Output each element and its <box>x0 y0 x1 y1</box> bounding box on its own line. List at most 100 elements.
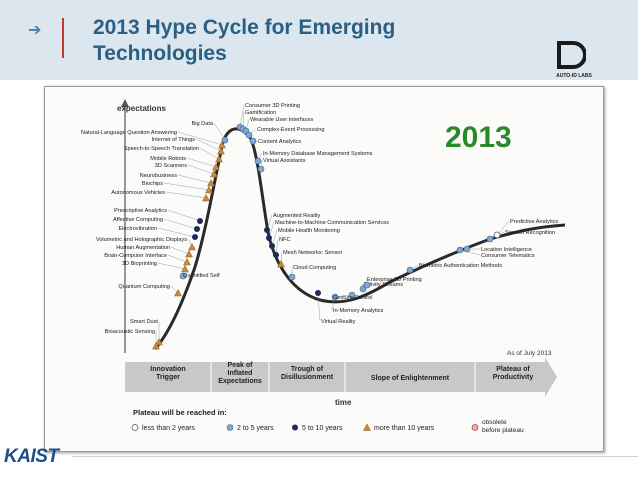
tech-label-gesture-control: Gesture Control <box>333 295 372 301</box>
tech-marker-light-icon <box>257 165 265 173</box>
tech-marker-triangle-icon <box>183 257 191 266</box>
leader-line <box>170 246 190 255</box>
tech-label-activity-streams: Activity Streams <box>363 282 403 288</box>
leader-line <box>186 157 217 168</box>
tech-label-quantified-self: Quantified Self <box>183 273 220 279</box>
time-arrow-icon <box>545 357 557 397</box>
y-axis-label: expectations <box>117 104 166 113</box>
phase-label-peak: Inflated <box>228 370 253 377</box>
slide-header: ➔ 2013 Hype Cycle for Emerging Technolog… <box>0 0 638 80</box>
tech-label-nfc: NFC <box>279 237 291 243</box>
legend-marker-light-icon <box>226 424 234 431</box>
tech-label-augmented-reality: Augmented Reality <box>273 213 320 219</box>
tech-label-location-intelligence: Location Intelligence <box>481 247 532 253</box>
phase-label-plateau: Plateau of <box>496 366 530 373</box>
leader-line <box>163 182 210 191</box>
tech-marker-dark-icon <box>269 243 275 249</box>
tech-marker-triangle-icon <box>205 185 213 194</box>
legend-label: obsolete <box>482 419 507 426</box>
legend-marker-dark-icon <box>292 424 298 431</box>
tech-marker-dark-icon <box>264 227 270 233</box>
tech-marker-dark-icon <box>192 234 198 240</box>
tech-label-smart-dust: Smart Dust <box>130 319 158 325</box>
tech-label-big-data: Big Data <box>192 121 214 127</box>
phase-label-plateau: Productivity <box>493 374 534 381</box>
technology-points: Consumer 3D PrintingGamificationWearable… <box>81 103 558 350</box>
phase-label-slope: Slope of Enlightenment <box>371 375 450 382</box>
tech-label-affective-computing: Affective Computing <box>113 217 163 223</box>
leader-line <box>187 164 215 175</box>
phase-band <box>125 362 545 392</box>
tech-marker-light-icon <box>456 246 464 254</box>
logo-text: AUTO-ID LABS <box>556 73 592 79</box>
tech-label-wearable-user-interfaces: Wearable User Interfaces <box>250 117 314 123</box>
leader-line <box>177 131 223 146</box>
phase-label-trough: Trough of <box>291 366 324 373</box>
kaist-logo: KAIST <box>4 446 59 467</box>
tech-marker-triangle-icon <box>215 154 223 163</box>
tech-marker-light-icon <box>348 291 356 299</box>
tech-marker-light-icon <box>179 272 187 280</box>
leader-line <box>195 138 222 152</box>
legend-label: more than 10 years <box>374 425 435 432</box>
tech-label-prescriptive-analytics: Prescriptive Analytics <box>114 208 167 214</box>
leader-line <box>331 294 353 298</box>
tech-marker-light-icon <box>221 136 229 144</box>
legend-marker-obsolete-icon <box>471 424 479 431</box>
tech-marker-triangle-icon <box>202 193 210 202</box>
leader-line <box>239 104 245 128</box>
tech-label-in-memory-analytics: In-Memory Analytics <box>333 308 384 314</box>
tech-label-mobile-health-monitoring: Mobile Health Monitoring <box>278 228 340 234</box>
phase-label-peak: Expectations <box>218 378 262 385</box>
tech-marker-light-icon <box>249 137 257 145</box>
phase-label-innovation: Trigger <box>156 374 180 381</box>
x-axis-label: time <box>335 398 352 407</box>
leader-line <box>163 218 198 230</box>
leader-line <box>157 262 186 270</box>
tech-marker-triangle-icon <box>212 162 220 171</box>
legend-label: before plateau <box>482 427 524 434</box>
leader-line <box>157 227 196 238</box>
leader-line <box>199 147 220 160</box>
leader-line <box>459 249 481 256</box>
arrow-right-icon: ➔ <box>28 22 42 39</box>
tech-label-gamification: Gamification <box>245 110 276 116</box>
tech-marker-open-icon <box>493 231 501 239</box>
tech-marker-triangle-icon <box>185 249 193 258</box>
tech-label-in-memory-database-management-systems: In-Memory Database Management Systems <box>263 151 373 157</box>
hype-cycle-figure: 2013 expectations Innovation Trigger Peak … <box>44 86 604 452</box>
tech-label-biometric-authentication-methods: Biometric Authentication Methods <box>419 263 502 269</box>
tech-label-speech-recognition: Speech Recognition <box>505 230 555 236</box>
footer-rule <box>72 456 638 457</box>
tech-label-complex-event-processing: Complex-Event Processing <box>257 127 324 133</box>
tech-label-3d-scanners: 3D Scanners <box>155 163 188 169</box>
tech-marker-dark-icon <box>266 235 272 241</box>
tech-label-biochips: Biochips <box>142 181 163 187</box>
tech-marker-light-icon <box>359 285 367 293</box>
tech-marker-triangle-icon <box>217 146 225 155</box>
year-label: 2013 <box>445 121 512 154</box>
legend-label: 2 to 5 years <box>237 425 274 432</box>
tech-label-3d-bioprinting: 3D Bioprinting <box>122 261 157 267</box>
tech-marker-triangle-icon <box>152 341 160 350</box>
tech-label-autonomous-vehicles: Autonomous Vehicles <box>111 190 165 196</box>
tech-label-consumer-3d-printing: Consumer 3D Printing <box>245 103 300 109</box>
header-divider <box>62 18 64 58</box>
tech-label-quantum-computing: Quantum Computing <box>118 284 170 290</box>
tech-marker-light-icon <box>486 235 494 243</box>
tech-label-brain-computer-interface: Brain-Computer Interface <box>104 253 167 259</box>
tech-marker-dark-icon <box>194 226 200 232</box>
tech-label-volumetric-and-holographic-displays: Volumetric and Holographic Displays <box>96 237 187 243</box>
tech-marker-triangle-icon <box>174 288 182 297</box>
leader-line <box>213 122 226 141</box>
tech-marker-light-icon <box>463 245 471 253</box>
tech-label-machine-to-machine-communication-services: Machine-to-Machine Communication Service… <box>275 220 389 226</box>
tech-label-content-analytics: Content Analytics <box>258 139 301 145</box>
legend-marker-open-icon <box>131 424 139 431</box>
tech-marker-light-icon <box>406 266 414 274</box>
legend-label: less than 2 years <box>142 425 195 432</box>
tech-marker-dark-icon <box>315 290 321 296</box>
legend-title: Plateau will be reached in: <box>133 408 227 417</box>
